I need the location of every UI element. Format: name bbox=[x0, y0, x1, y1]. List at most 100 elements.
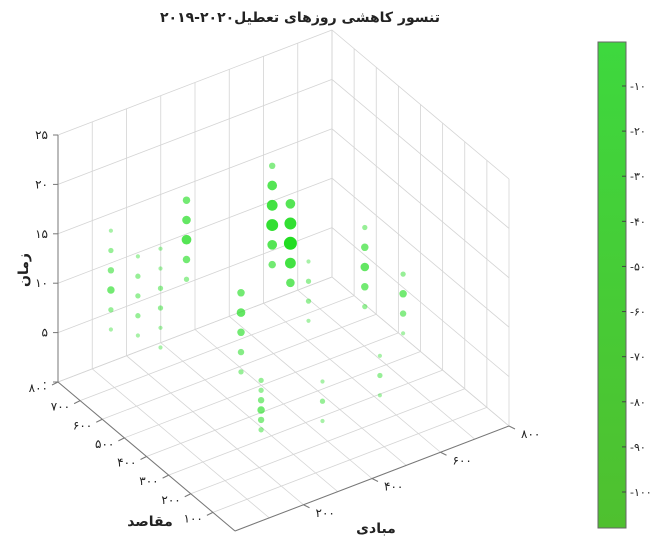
x-tick-mark bbox=[508, 425, 516, 430]
x-tick-mark bbox=[371, 478, 379, 482]
grid-line bbox=[79, 295, 355, 401]
data-point bbox=[320, 379, 325, 384]
grid-line bbox=[212, 407, 488, 513]
data-point bbox=[269, 162, 276, 169]
y-tick-label: ۳۰۰ bbox=[139, 474, 158, 488]
data-point bbox=[135, 254, 140, 259]
grid-line bbox=[190, 388, 465, 495]
data-point bbox=[158, 345, 163, 350]
data-point bbox=[258, 377, 264, 384]
y-tick-mark bbox=[51, 381, 59, 386]
colorbar-tick-label: -۱۰۰ bbox=[630, 486, 652, 499]
data-point bbox=[238, 369, 244, 375]
z-tick-label: ۲۵ bbox=[35, 128, 48, 142]
grid-line bbox=[57, 29, 333, 136]
data-point bbox=[257, 406, 265, 414]
x-tick-label: ۶۰۰ bbox=[453, 453, 472, 467]
data-point bbox=[257, 397, 265, 404]
grid-line bbox=[57, 128, 333, 235]
data-point bbox=[182, 255, 191, 264]
data-point bbox=[267, 239, 278, 250]
data-point bbox=[237, 328, 245, 337]
x-tick-mark bbox=[303, 504, 310, 509]
data-point bbox=[158, 266, 163, 271]
y-tick-label: ۸۰۰ bbox=[29, 381, 48, 395]
data-point bbox=[305, 298, 312, 304]
grid-layer bbox=[57, 29, 510, 532]
data-point bbox=[108, 327, 113, 332]
z-tick-label: ۱۰ bbox=[35, 276, 48, 290]
data-point bbox=[399, 310, 407, 317]
data-point bbox=[258, 387, 264, 393]
data-point bbox=[360, 262, 370, 272]
grid-line bbox=[331, 79, 510, 229]
x-axis-label: مبادی bbox=[356, 521, 396, 537]
data-point bbox=[158, 246, 163, 251]
data-point bbox=[135, 333, 140, 338]
data-point bbox=[181, 234, 192, 245]
y-tick-label: ۴۰۰ bbox=[117, 456, 136, 470]
data-point bbox=[266, 219, 279, 232]
data-point bbox=[286, 278, 295, 288]
data-point bbox=[362, 224, 368, 231]
data-point bbox=[285, 257, 296, 269]
grid-line bbox=[124, 332, 399, 439]
data-point bbox=[266, 199, 278, 211]
y-tick-mark bbox=[118, 437, 125, 442]
colorbar-tick-label: -۱۰ bbox=[630, 80, 646, 93]
z-axis-label: زمان bbox=[16, 253, 32, 287]
grid-line bbox=[57, 177, 333, 284]
colorbar-tick-label: -۸۰ bbox=[630, 396, 646, 409]
data-point bbox=[306, 259, 311, 264]
data-point bbox=[107, 286, 115, 294]
y-tick-label: ۶۰۰ bbox=[73, 418, 92, 432]
z-tick-label: ۵ bbox=[42, 326, 48, 340]
data-point bbox=[237, 289, 245, 297]
data-point bbox=[236, 308, 246, 317]
data-point bbox=[400, 271, 406, 277]
x-tick-label: ۲۰۰ bbox=[316, 506, 335, 520]
colorbar: -۱۰ -۲۰ -۳۰ -۴۰ -۵۰ -۶۰ -۷۰ -۸۰ -۹۰ -۱۰۰ bbox=[597, 41, 652, 529]
data-point bbox=[377, 372, 383, 379]
colorbar-tick-label: -۵۰ bbox=[630, 260, 646, 273]
data-point bbox=[135, 293, 141, 299]
data-point bbox=[257, 416, 265, 424]
x-tick-label: ۸۰۰ bbox=[521, 427, 540, 441]
grid-line bbox=[331, 29, 510, 180]
colorbar-tick-label: -۶۰ bbox=[630, 306, 646, 319]
grid-line bbox=[331, 227, 510, 377]
data-point bbox=[267, 180, 278, 191]
data-point bbox=[258, 427, 264, 433]
data-point bbox=[268, 260, 276, 269]
grid-line bbox=[331, 177, 510, 328]
y-tick-label: ۷۰۰ bbox=[51, 400, 70, 414]
y-axis-label: مقاصد bbox=[127, 514, 173, 530]
data-point bbox=[319, 398, 326, 404]
y-tick-mark bbox=[184, 493, 191, 498]
colorbar-tick-label: -۷۰ bbox=[630, 351, 646, 364]
y-tick-mark bbox=[162, 474, 169, 479]
colorbar-tick-label: -۹۰ bbox=[630, 441, 646, 454]
grid-line bbox=[331, 128, 510, 279]
grid-line bbox=[57, 276, 333, 383]
colorbar-tick-label: -۴۰ bbox=[630, 215, 646, 228]
data-point bbox=[285, 198, 296, 209]
data-point bbox=[182, 215, 191, 225]
data-point bbox=[305, 278, 312, 284]
y-tick-label: ۱۰۰ bbox=[184, 511, 203, 525]
data-point bbox=[320, 418, 325, 424]
grid-line bbox=[57, 79, 333, 185]
z-tick-label: ۲۰ bbox=[35, 177, 48, 191]
y-tick-mark bbox=[206, 511, 214, 516]
y-tick-mark bbox=[96, 418, 103, 423]
data-point bbox=[399, 290, 407, 298]
data-point bbox=[135, 273, 141, 279]
y-tick-mark bbox=[140, 456, 147, 460]
data-point bbox=[283, 236, 297, 250]
grid-line bbox=[168, 369, 443, 476]
data-point bbox=[361, 283, 369, 291]
chart-title: تنسور کاهشی روزهای تعطیل۲۰۲۰-۲۰۱۹ bbox=[160, 10, 440, 26]
data-point bbox=[158, 325, 163, 330]
